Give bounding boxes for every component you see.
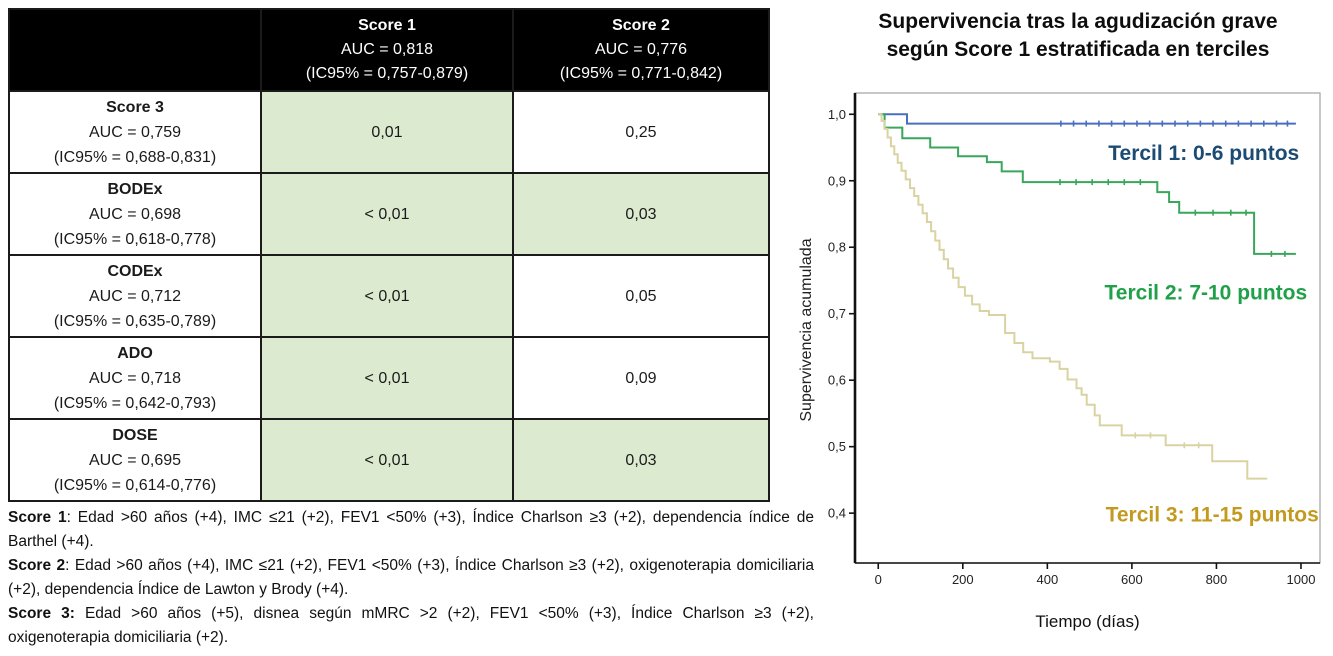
x-tick-label: 400 [1036,572,1058,587]
footnote-score3: Score 3: Edad >60 años (+5), disnea segú… [8,602,814,650]
column-ic: (IC95% = 0,771-0,842) [559,65,723,82]
footnote-text: : Edad >60 años (+4), IMC ≤21 (+2), FEV1… [8,509,814,550]
score-ic: (IC95% = 0,614-0,776) [53,476,217,494]
footnote-label: Score 3: [8,605,75,622]
plot-frame [854,92,1321,564]
header-score2-cell: Score 2 AUC = 0,776 (IC95% = 0,771-0,842… [512,8,770,92]
km-curve-2 [878,113,1296,255]
chart-title-line1: Supervivencia tras la agudización grave [878,10,1278,33]
column-auc: AUC = 0,776 [594,41,688,58]
x-tick-label: 0 [875,572,882,587]
auc-comparison-table: Score 1 AUC = 0,818 (IC95% = 0,757-0,879… [8,8,770,502]
row-label-cell: CODEx AUC = 0,712 (IC95% = 0,635-0,789) [8,254,262,338]
score-ic: (IC95% = 0,618-0,778) [53,230,217,248]
header-score1-cell: Score 1 AUC = 0,818 (IC95% = 0,757-0,879… [260,8,514,92]
p-value-cell: < 0,01 [260,336,514,420]
score-auc: AUC = 0,712 [88,287,182,305]
x-tick-label: 600 [1121,572,1143,587]
p-value-cell: 0,25 [512,90,770,174]
score-auc: AUC = 0,698 [88,205,182,223]
table-row: BODEx AUC = 0,698 (IC95% = 0,618-0,778) … [8,172,770,256]
p-value-cell: 0,03 [512,418,770,502]
score-auc: AUC = 0,695 [88,451,182,469]
y-tick-label: 0,9 [828,173,846,188]
table-row: ADO AUC = 0,718 (IC95% = 0,642-0,793) < … [8,336,770,420]
score-auc: AUC = 0,759 [88,123,182,141]
score-name: Score 3 [106,98,164,116]
km-curve-1 [878,113,1296,125]
x-tick-label: 1000 [1287,572,1316,587]
score-name: DOSE [112,426,158,444]
x-tick-label: 800 [1206,572,1228,587]
column-ic: (IC95% = 0,757-0,879) [305,65,469,82]
p-value-cell: 0,09 [512,336,770,420]
table-header-row: Score 1 AUC = 0,818 (IC95% = 0,757-0,879… [8,8,770,92]
score-definitions: Score 1: Edad >60 años (+4), IMC ≤21 (+2… [8,506,814,650]
table-row: Score 3 AUC = 0,759 (IC95% = 0,688-0,831… [8,90,770,174]
km-plot: 0,4 0,5 0,6 0,7 0,8 0,9 1,0 0 200 400 600 800 1000 Te… [828,92,1321,587]
footnote-score2: Score 2: Edad >60 años (+4), IMC ≤21 (+2… [8,554,814,602]
km-curve-3 [878,113,1268,480]
p-value-cell: 0,05 [512,254,770,338]
row-label-cell: Score 3 AUC = 0,759 (IC95% = 0,688-0,831… [8,90,262,174]
score-auc: AUC = 0,718 [88,369,182,387]
p-value-cell: < 0,01 [260,172,514,256]
footnote-label: Score 2 [8,557,66,574]
y-axis-label: Supervivencia acumulada [798,238,815,422]
score-name: CODEx [107,262,163,280]
y-tick-label: 0,4 [828,506,846,521]
series-label-1: Tercil 1: 0-6 puntos [1108,142,1299,165]
score-ic: (IC95% = 0,688-0,831) [53,148,217,166]
footnote-score1: Score 1: Edad >60 años (+4), IMC ≤21 (+2… [8,506,814,554]
p-value-cell: 0,01 [260,90,514,174]
x-axis-label: Tiempo (días) [1035,612,1140,631]
score-ic: (IC95% = 0,635-0,789) [53,312,217,330]
table-row: CODEx AUC = 0,712 (IC95% = 0,635-0,789) … [8,254,770,338]
y-tick-label: 0,5 [828,439,846,454]
y-tick-label: 0,8 [828,240,846,255]
y-tick-label: 0,6 [828,373,846,388]
row-label-cell: DOSE AUC = 0,695 (IC95% = 0,614-0,776) [8,418,262,502]
x-tick-label: 200 [952,572,974,587]
series-label-2: Tercil 2: 7-10 puntos [1105,281,1308,304]
p-value-cell: < 0,01 [260,418,514,502]
series-label-3: Tercil 3: 11-15 puntos [1106,503,1319,526]
footnote-label: Score 1 [8,509,67,526]
p-value-cell: < 0,01 [260,254,514,338]
score-ic: (IC95% = 0,642-0,793) [53,394,217,412]
column-auc: AUC = 0,818 [340,41,434,58]
score-name: ADO [117,344,153,362]
column-title: Score 1 [358,17,416,34]
table-corner-cell [8,8,262,92]
footnote-text: Edad >60 años (+5), disnea según mMRC >2… [8,605,814,646]
footnote-text: : Edad >60 años (+4), IMC ≤21 (+2), FEV1… [8,557,814,598]
table-row: DOSE AUC = 0,695 (IC95% = 0,614-0,776) <… [8,418,770,502]
chart-title: Supervivencia tras la agudización grave … [828,8,1328,64]
column-title: Score 2 [612,17,670,34]
y-tick-label: 0,7 [828,306,846,321]
km-chart-panel: Supervivencia tras la agudización grave … [798,0,1333,656]
row-label-cell: ADO AUC = 0,718 (IC95% = 0,642-0,793) [8,336,262,420]
y-tick-label: 1,0 [828,107,846,122]
p-value-cell: 0,03 [512,172,770,256]
row-label-cell: BODEx AUC = 0,698 (IC95% = 0,618-0,778) [8,172,262,256]
score-name: BODEx [107,180,163,198]
chart-title-line2: según Score 1 estratificada en terciles [886,38,1270,61]
